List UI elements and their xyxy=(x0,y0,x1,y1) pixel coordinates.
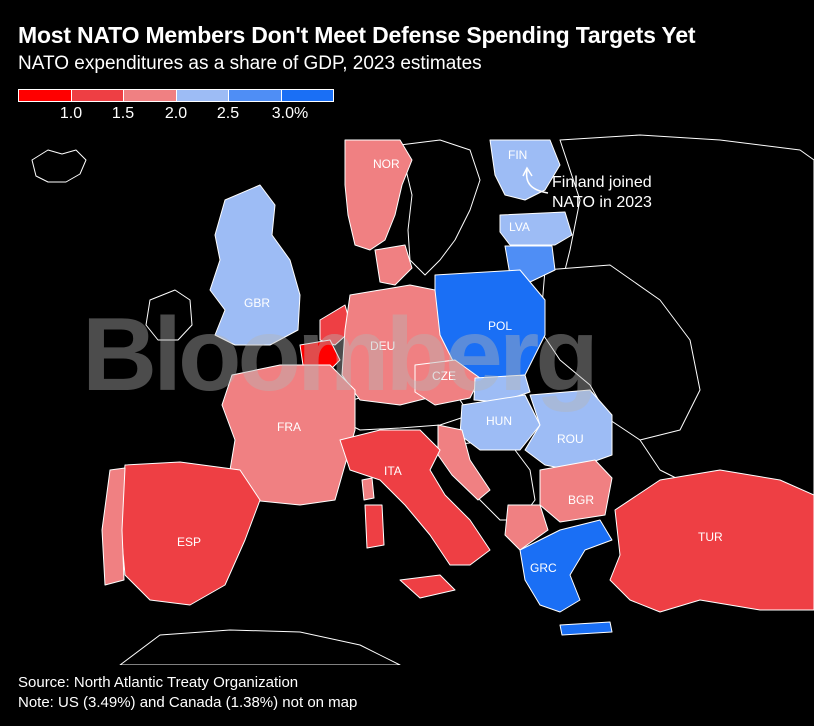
label-GBR: GBR xyxy=(244,296,270,310)
footnote: Note: US (3.49%) and Canada (1.38%) not … xyxy=(18,694,358,711)
finland-annotation-line1: Finland joined xyxy=(552,174,652,191)
chart-subtitle: NATO expenditures as a share of GDP, 202… xyxy=(18,53,482,74)
europe-map: NOR FIN LVA GBR POL DEU CZE FRA HUN ROU … xyxy=(0,130,814,665)
country-ESP xyxy=(119,461,261,606)
label-NOR: NOR xyxy=(373,157,400,171)
label-FRA: FRA xyxy=(277,420,301,434)
country-SVN-HRV xyxy=(437,424,491,501)
legend-swatch-1 xyxy=(71,90,124,101)
country-DNK xyxy=(374,244,413,286)
ireland-outline xyxy=(145,289,193,341)
legend-swatch-2 xyxy=(124,90,177,101)
country-PRT xyxy=(101,467,126,586)
footer: Source: North Atlantic Treaty Organizati… xyxy=(18,673,357,713)
finland-annotation-line2: NATO in 2023 xyxy=(552,194,652,211)
country-CZE xyxy=(414,359,481,406)
label-LVA: LVA xyxy=(509,220,530,234)
color-legend: 1.0 1.5 2.0 2.5 3.0% xyxy=(18,89,334,129)
country-SARDINIA xyxy=(364,504,385,549)
finland-annotation-arrow xyxy=(525,169,549,194)
country-FRA xyxy=(221,364,356,506)
legend-swatch-4 xyxy=(229,90,282,101)
legend-tick: 1.0 xyxy=(59,105,83,122)
country-FIN xyxy=(489,139,561,201)
label-ROU: ROU xyxy=(557,432,584,446)
legend-tick: 2.0 xyxy=(164,105,188,122)
country-GRC xyxy=(519,519,613,613)
africa-outline xyxy=(119,629,401,665)
legend-tick: 1.5 xyxy=(111,105,135,122)
country-BGR xyxy=(539,459,613,523)
chart-title: Most NATO Members Don't Meet Defense Spe… xyxy=(18,22,696,48)
label-BGR: BGR xyxy=(568,493,594,507)
country-NLD xyxy=(319,304,353,346)
sweden-outline xyxy=(399,139,481,276)
country-ITA xyxy=(339,429,491,566)
country-GBR xyxy=(209,184,301,346)
legend-tick: 2.5 xyxy=(216,105,240,122)
country-CORSICA xyxy=(361,477,375,501)
label-POL: POL xyxy=(488,319,512,333)
legend-tick: 3.0% xyxy=(271,105,309,122)
label-CZE: CZE xyxy=(432,369,456,383)
country-SICILY xyxy=(399,574,456,599)
legend-swatch-3 xyxy=(176,90,229,101)
country-NOR xyxy=(344,139,413,251)
ukraine-belarus-outline xyxy=(539,264,701,441)
label-HUN: HUN xyxy=(486,414,512,428)
country-CRETE xyxy=(559,621,613,636)
label-ESP: ESP xyxy=(177,535,201,549)
country-LVA xyxy=(499,211,573,246)
finland-annotation-arrowhead xyxy=(522,166,533,177)
country-TUR xyxy=(609,469,814,613)
bloomberg-watermark: Bloomberg xyxy=(82,297,599,413)
label-FIN: FIN xyxy=(508,148,527,162)
label-DEU: DEU xyxy=(370,339,395,353)
country-MKD-ALB xyxy=(504,504,549,551)
iceland-outline xyxy=(31,149,87,183)
label-TUR: TUR xyxy=(698,530,723,544)
legend-bar xyxy=(18,89,334,102)
legend-ticks: 1.0 1.5 2.0 2.5 3.0% xyxy=(18,105,334,125)
source-note: Source: North Atlantic Treaty Organizati… xyxy=(18,674,299,691)
label-ITA: ITA xyxy=(384,464,402,478)
legend-swatch-0 xyxy=(19,90,72,101)
legend-swatch-5 xyxy=(281,90,333,101)
label-GRC: GRC xyxy=(530,561,557,575)
